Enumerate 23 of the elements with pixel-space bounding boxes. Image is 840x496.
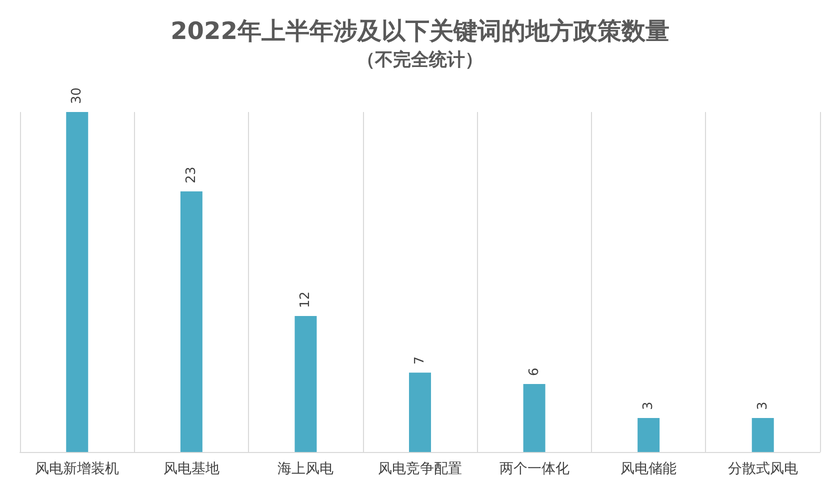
data-label: 3: [755, 402, 770, 410]
x-tick-label: 分散式风电: [728, 461, 798, 477]
x-tick-label: 风电竞争配置: [378, 461, 462, 477]
chart-title: 2022年上半年涉及以下关键词的地方政策数量: [170, 17, 670, 45]
bar: [180, 191, 202, 452]
bar: [752, 418, 774, 452]
bar: [638, 418, 660, 452]
data-label: 7: [412, 356, 428, 365]
chart-subtitle: （不完全统计）: [357, 50, 483, 70]
x-tick-label: 风电储能: [620, 461, 677, 477]
x-tick-label: 海上风电: [278, 461, 334, 477]
bar: [294, 316, 317, 452]
bar: [66, 112, 88, 452]
bar: [523, 384, 546, 452]
x-tick-label: 风电新增装机: [35, 461, 120, 477]
data-label: 30: [70, 87, 85, 104]
data-label: 6: [526, 368, 542, 376]
data-label: 3: [641, 402, 656, 410]
x-tick-label: 风电基地: [163, 461, 220, 477]
bar: [409, 372, 431, 452]
data-label: 23: [184, 166, 199, 184]
x-tick-label: 两个一体化: [499, 461, 570, 477]
data-label: 12: [298, 291, 314, 308]
